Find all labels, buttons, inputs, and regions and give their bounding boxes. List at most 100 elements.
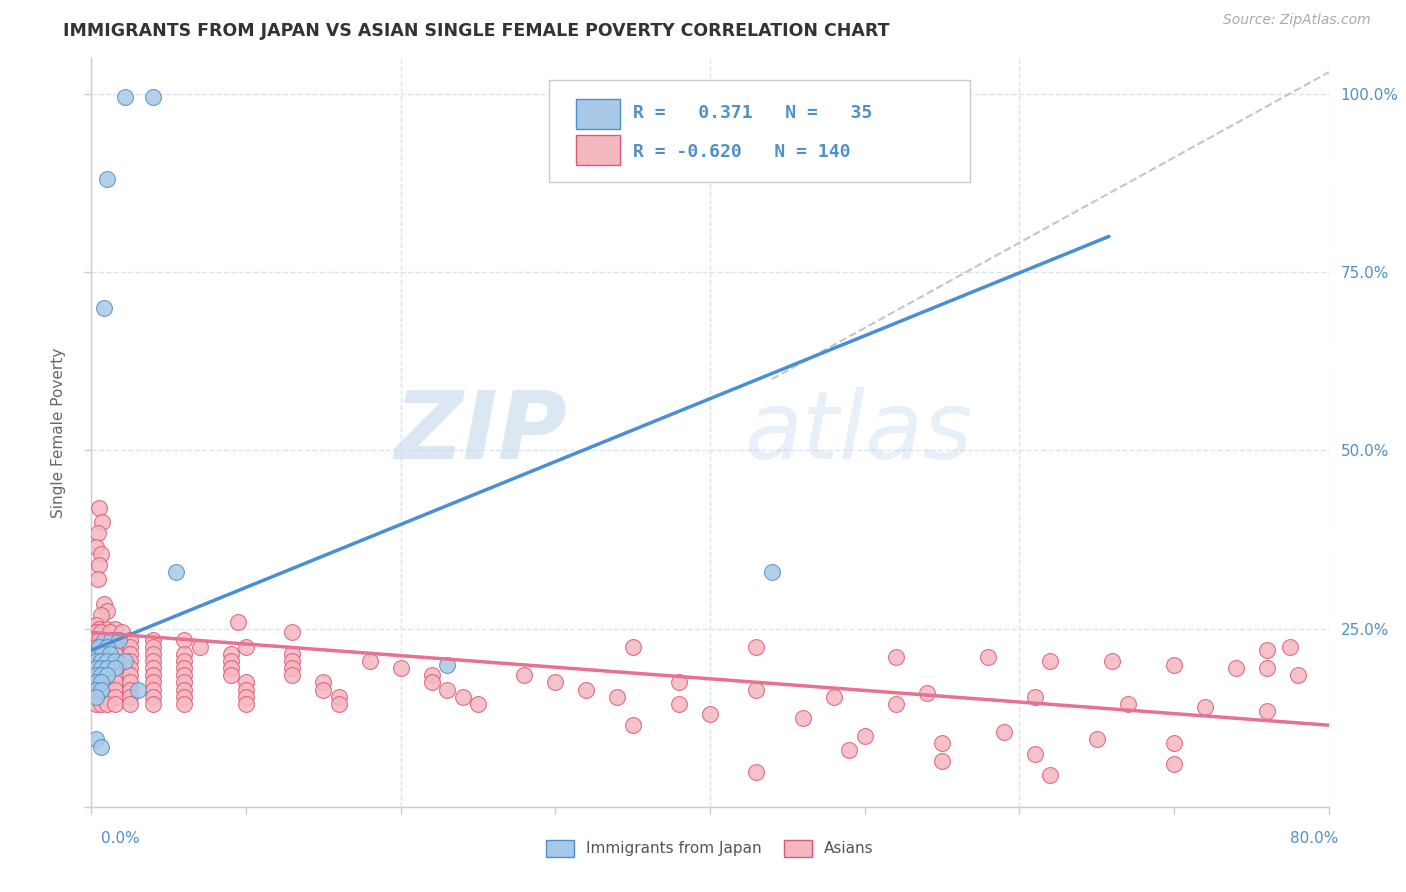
- Point: [90, 675, 112, 690]
- Point: [235, 640, 257, 654]
- Point: [120, 668, 141, 682]
- Point: [96, 668, 118, 682]
- Point: [96, 682, 118, 697]
- Point: [114, 654, 136, 668]
- Y-axis label: Single Female Poverty: Single Female Poverty: [51, 348, 66, 517]
- Point: [111, 625, 134, 640]
- Point: [84, 675, 107, 690]
- Point: [823, 690, 845, 704]
- Point: [219, 654, 242, 668]
- Point: [173, 675, 195, 690]
- Point: [853, 729, 876, 743]
- Legend: Immigrants from Japan, Asians: Immigrants from Japan, Asians: [540, 833, 880, 863]
- Point: [84, 640, 107, 654]
- Point: [84, 690, 107, 704]
- Text: Source: ZipAtlas.com: Source: ZipAtlas.com: [1223, 13, 1371, 28]
- Point: [359, 654, 381, 668]
- Point: [219, 647, 242, 661]
- Point: [467, 697, 489, 711]
- Point: [436, 657, 458, 672]
- Point: [84, 540, 107, 554]
- Bar: [576, 99, 620, 129]
- Point: [745, 682, 768, 697]
- Point: [120, 632, 141, 647]
- Point: [1256, 704, 1278, 718]
- Point: [142, 90, 165, 104]
- Point: [104, 675, 127, 690]
- Point: [96, 640, 118, 654]
- Point: [235, 675, 257, 690]
- Point: [235, 697, 257, 711]
- Point: [87, 640, 111, 654]
- Point: [87, 622, 111, 636]
- Point: [1256, 661, 1278, 675]
- Point: [127, 682, 149, 697]
- Point: [1163, 657, 1185, 672]
- Point: [884, 697, 907, 711]
- Point: [104, 661, 127, 675]
- Text: atlas: atlas: [744, 387, 973, 478]
- Point: [915, 686, 938, 700]
- Point: [120, 697, 141, 711]
- Point: [87, 640, 111, 654]
- Point: [977, 650, 1000, 665]
- Point: [91, 515, 114, 529]
- Point: [84, 661, 107, 675]
- Point: [838, 743, 860, 757]
- Point: [84, 682, 107, 697]
- Point: [1194, 700, 1216, 714]
- Point: [90, 668, 112, 682]
- Point: [96, 668, 118, 682]
- Point: [142, 647, 165, 661]
- Point: [226, 615, 250, 629]
- Point: [98, 647, 121, 661]
- Point: [142, 690, 165, 704]
- Point: [931, 736, 953, 750]
- Point: [90, 607, 112, 622]
- Point: [142, 697, 165, 711]
- Point: [84, 661, 107, 675]
- Point: [96, 697, 118, 711]
- Point: [173, 690, 195, 704]
- Point: [142, 682, 165, 697]
- Point: [84, 690, 107, 704]
- Point: [90, 668, 112, 682]
- Point: [281, 625, 304, 640]
- Point: [745, 640, 768, 654]
- Point: [312, 682, 335, 697]
- Point: [120, 682, 141, 697]
- Point: [235, 690, 257, 704]
- Text: 80.0%: 80.0%: [1291, 831, 1339, 846]
- Point: [436, 682, 458, 697]
- Point: [86, 647, 108, 661]
- Point: [142, 675, 165, 690]
- Point: [420, 668, 443, 682]
- Point: [120, 690, 141, 704]
- Point: [1101, 654, 1123, 668]
- Point: [544, 675, 567, 690]
- Point: [96, 640, 118, 654]
- Point: [91, 647, 114, 661]
- Point: [84, 668, 107, 682]
- Point: [621, 640, 644, 654]
- Point: [104, 654, 127, 668]
- Point: [90, 739, 112, 754]
- Point: [98, 625, 121, 640]
- Point: [96, 632, 118, 647]
- Point: [96, 690, 118, 704]
- Point: [90, 690, 112, 704]
- Point: [166, 565, 188, 579]
- Point: [90, 625, 112, 640]
- Point: [96, 622, 118, 636]
- Point: [90, 697, 112, 711]
- Point: [108, 632, 131, 647]
- Point: [104, 690, 127, 704]
- FancyBboxPatch shape: [550, 80, 970, 182]
- Text: 0.0%: 0.0%: [101, 831, 141, 846]
- Point: [90, 661, 112, 675]
- Point: [93, 597, 115, 611]
- Point: [389, 661, 412, 675]
- Point: [87, 558, 111, 572]
- Point: [173, 682, 195, 697]
- Point: [104, 697, 127, 711]
